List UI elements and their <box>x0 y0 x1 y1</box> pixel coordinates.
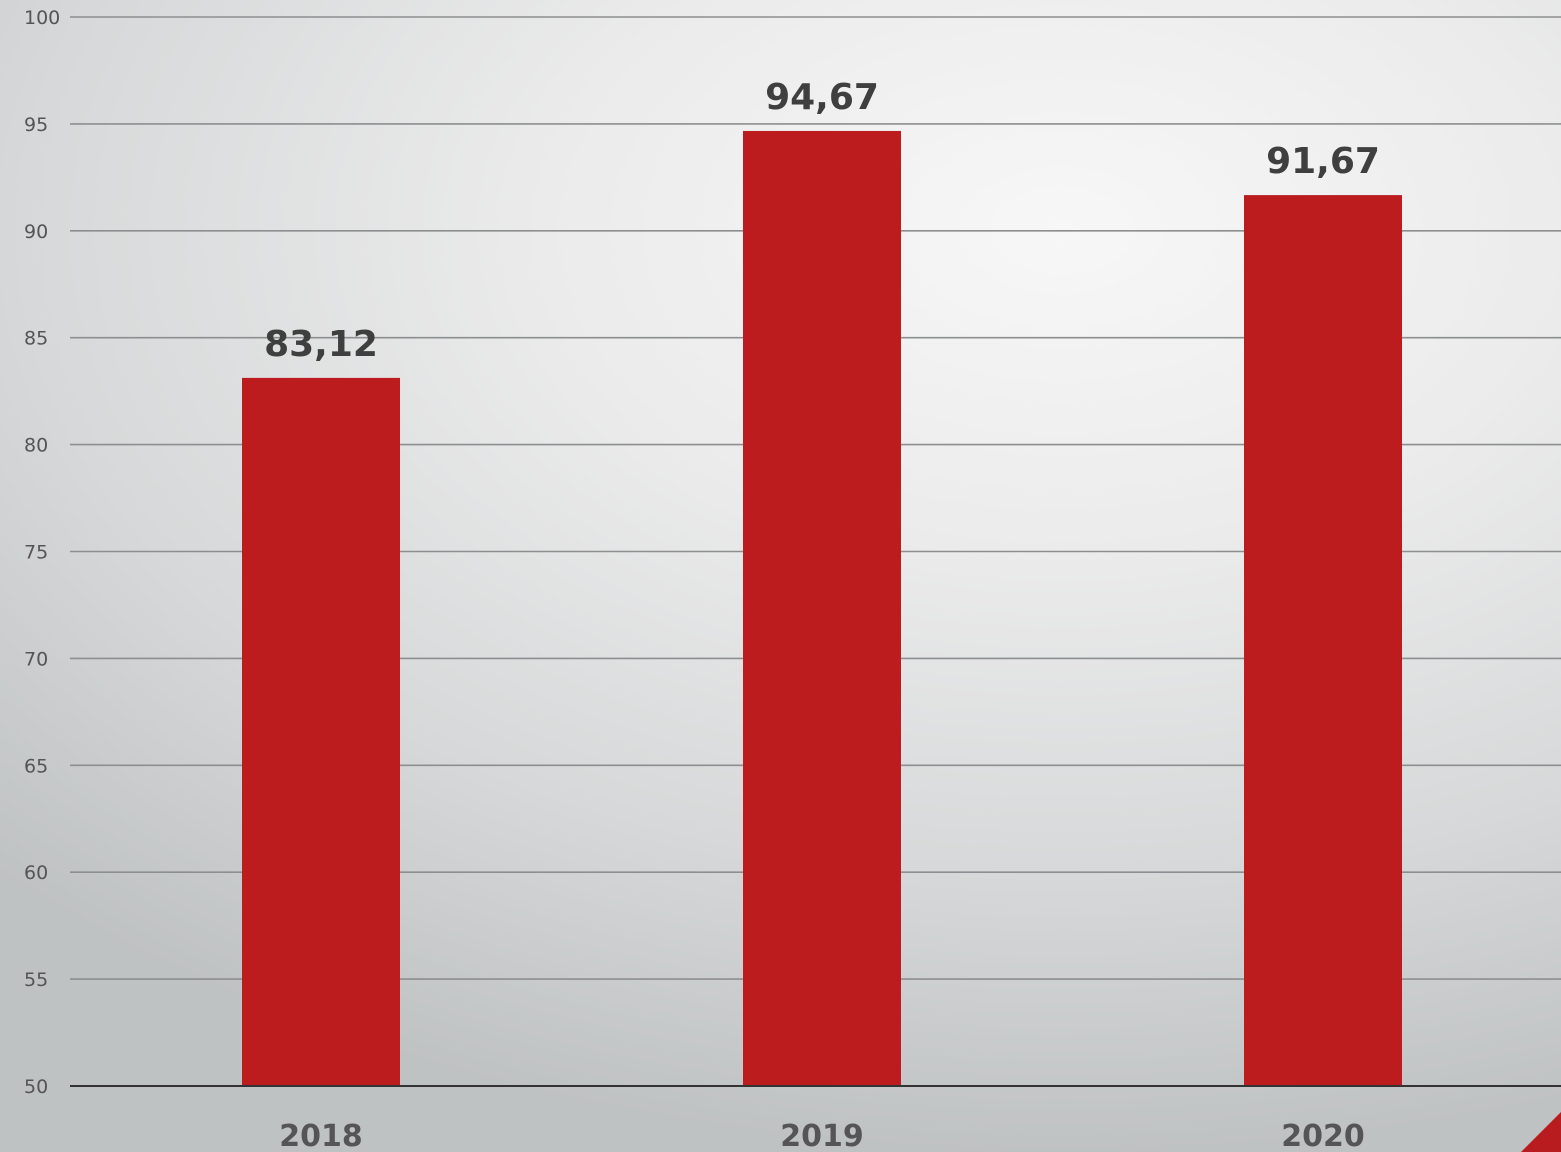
y-tick-label: 70 <box>24 648 48 670</box>
y-tick-label: 55 <box>24 969 48 991</box>
data-label-2019: 94,67 <box>765 77 879 118</box>
data-label-2020: 91,67 <box>1266 141 1380 182</box>
y-tick-label: 65 <box>24 755 48 777</box>
y-axis-ticks: 50 55 60 65 70 75 80 85 90 95 100 <box>24 7 60 1098</box>
bars <box>242 130 1402 1087</box>
x-tick-label-2018: 2018 <box>279 1119 363 1152</box>
y-tick-label: 90 <box>24 221 48 243</box>
y-tick-label: 50 <box>24 1076 48 1098</box>
data-label-2018: 83,12 <box>264 324 378 365</box>
corner-decoration <box>1521 1112 1561 1152</box>
bar-2019 <box>743 130 901 1087</box>
y-tick-label: 85 <box>24 328 48 350</box>
y-tick-label: 75 <box>24 542 48 564</box>
data-labels: 83,12 94,67 91,67 <box>264 77 1380 365</box>
y-tick-label: 100 <box>24 7 60 29</box>
bar-2020 <box>1244 195 1402 1086</box>
y-tick-label: 60 <box>24 862 48 884</box>
x-tick-label-2020: 2020 <box>1281 1119 1365 1152</box>
y-tick-label: 95 <box>24 114 48 136</box>
y-tick-label: 80 <box>24 435 48 457</box>
bar-2018 <box>242 377 400 1086</box>
x-tick-label-2019: 2019 <box>780 1119 864 1152</box>
x-axis-ticks: 2018 2019 2020 <box>279 1119 1365 1152</box>
